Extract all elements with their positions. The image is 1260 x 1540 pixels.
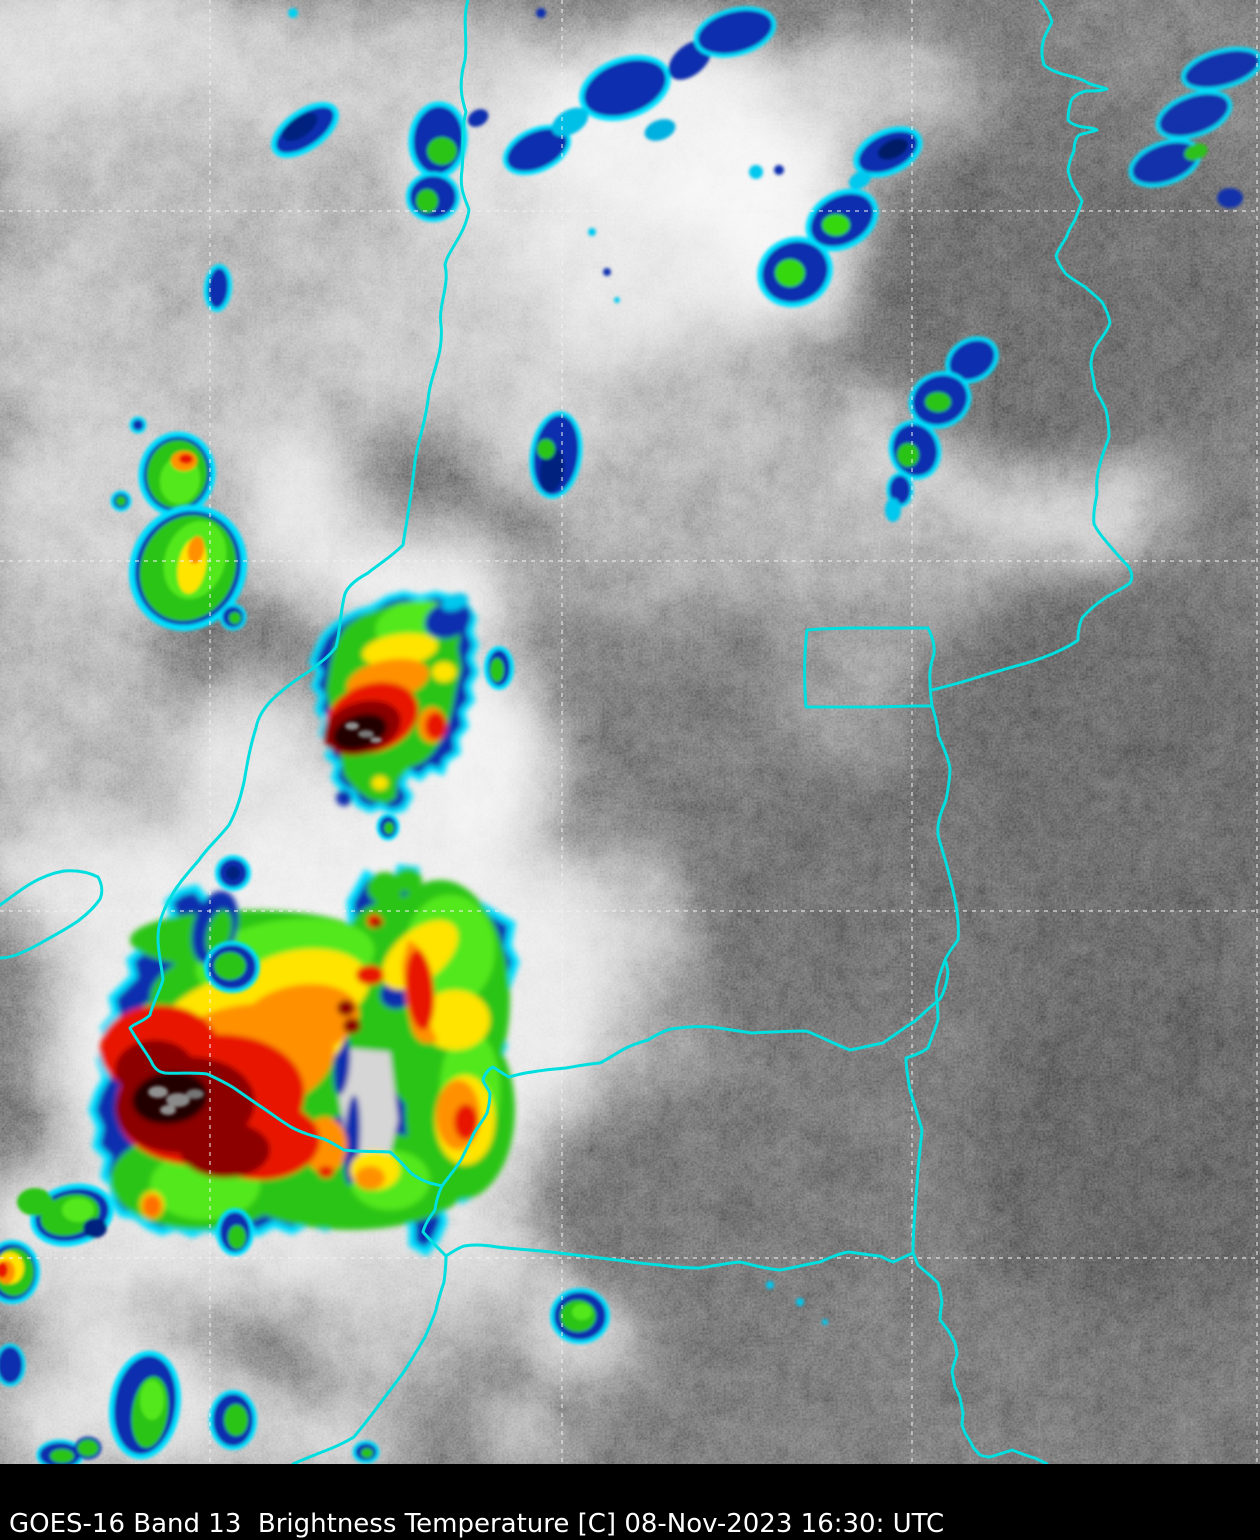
border-southeast-branch [444,1243,1049,1464]
border-enclave-box [803,626,934,709]
storm-cell-group-bottom-left [0,1183,257,1464]
latlon-graticule [0,0,1260,1464]
caption-text: GOES-16 Band 13 Brightness Temperature [… [9,1509,945,1539]
caption-bar: GOES-16 Band 13 Brightness Temperature [… [0,1464,1260,1540]
storm-cell-group-far-right [1128,46,1260,208]
pixel-grain-texture [0,0,1260,1464]
storm-cell-group-north-east [749,126,923,308]
country-borders-overlay [0,0,1134,1464]
storm-cell-group-top-center [203,6,777,312]
border-left-hook [0,869,104,960]
storm-cell-group-upper-left [110,416,248,631]
border-south-branch [291,1184,448,1464]
border-east [930,0,1134,692]
satellite-image [0,0,1260,1464]
storm-cell-group-bottom-center [352,1281,828,1464]
storm-cells [0,6,1260,1464]
storm-cell-group-center-streak [885,336,999,522]
cloud-background [0,0,1260,1464]
border-west [128,0,950,1188]
storm-cell-central [308,590,514,841]
storm-cell-mid-center [529,411,583,499]
border-east-south [904,626,960,1255]
